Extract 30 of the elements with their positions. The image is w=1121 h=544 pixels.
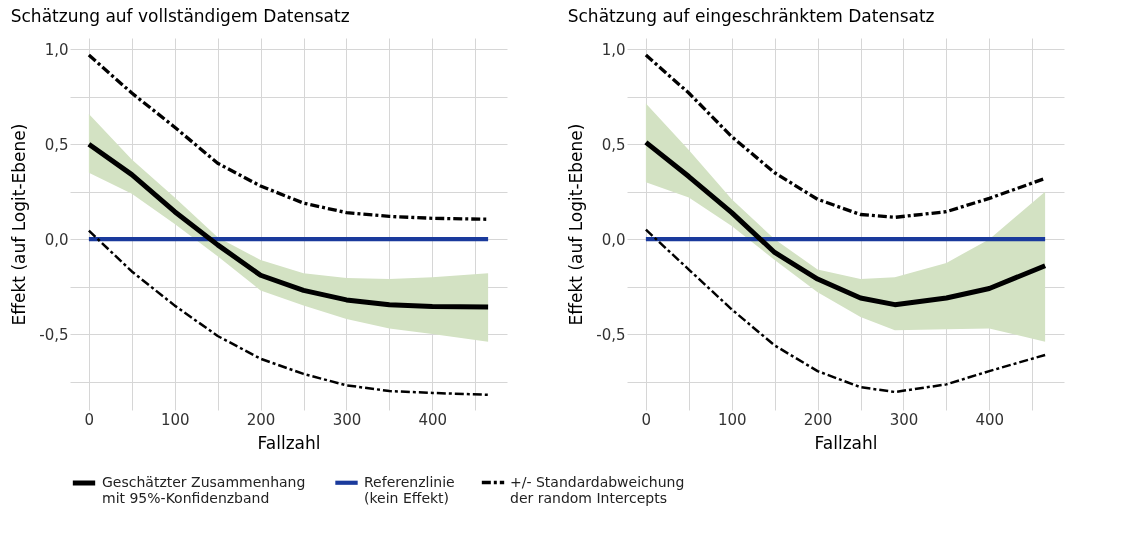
x-tick-label: 400	[418, 410, 448, 429]
line-series	[87, 229, 490, 397]
line-series	[644, 228, 1047, 394]
legend-label: +/- Standardabweichung der random Intercepts	[510, 473, 685, 506]
chart-title: Schätzung auf vollständigem Datensatz	[10, 6, 350, 26]
x-tick-label: 0	[84, 410, 95, 429]
x-tick-label: 300	[889, 410, 919, 429]
x-tick-label: 200	[246, 410, 276, 429]
legend-label: Geschätzter Zusammenhang mit 95%-Konfidenzband	[102, 474, 306, 506]
x-axis-title: Fallzahl	[257, 432, 321, 453]
x-tick-label: 100	[160, 410, 190, 429]
chart-title: Schätzung auf eingeschränktem Datensatz	[567, 6, 935, 26]
x-axis-title: Fallzahl	[814, 432, 878, 453]
x-tick-label: 300	[332, 410, 362, 429]
y-tick-label: 0,5	[601, 135, 626, 154]
line-series	[644, 53, 1047, 220]
x-tick-label: 100	[717, 410, 747, 429]
y-tick-label: -0,5	[596, 325, 626, 344]
x-tick-label: 0	[641, 410, 652, 429]
x-tick-label: 200	[803, 410, 833, 429]
x-tick-label: 400	[975, 410, 1005, 429]
y-tick-label: 1,0	[601, 40, 626, 59]
y-tick-label: 0,5	[44, 135, 69, 154]
y-tick-label: -0,5	[39, 325, 69, 344]
y-tick-label: 0,0	[44, 230, 69, 249]
y-axis-title: Effekt (auf Logit-Ebene)	[566, 123, 587, 326]
y-axis-title: Effekt (auf Logit-Ebene)	[9, 123, 30, 326]
legend-label: Referenzlinie (kein Effekt)	[364, 473, 455, 506]
y-tick-label: 0,0	[601, 230, 626, 249]
y-tick-label: 1,0	[44, 40, 69, 59]
